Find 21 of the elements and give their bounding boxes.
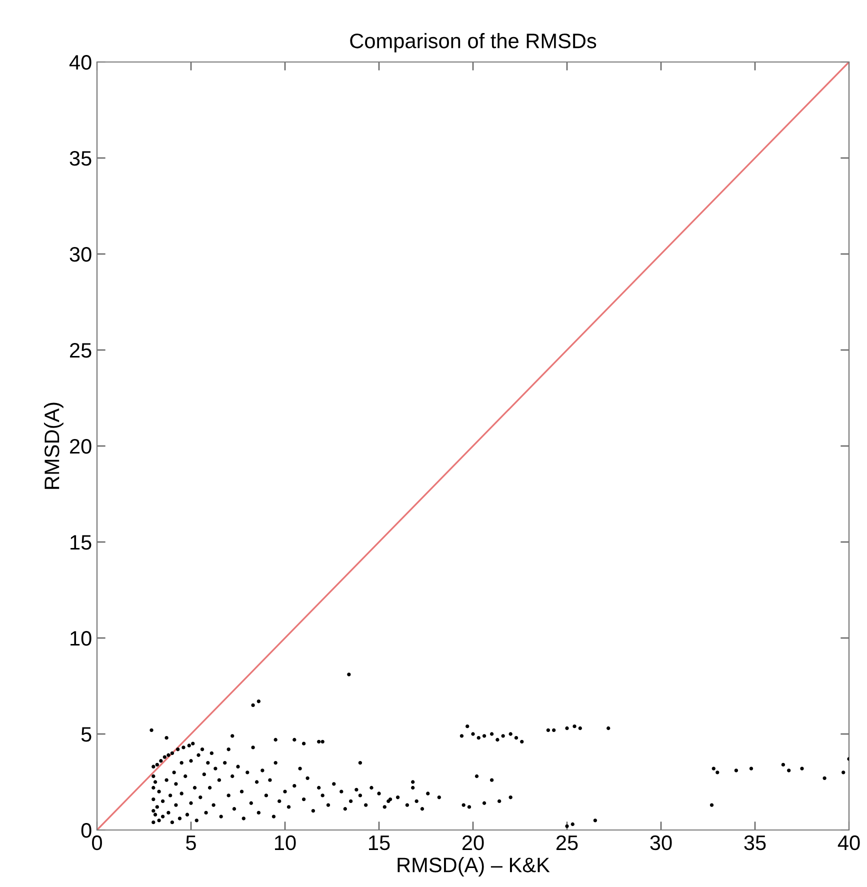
x-tick-label: 25 — [556, 835, 578, 850]
x-tick-label: 5 — [186, 836, 196, 850]
x-tick-label: 10 — [275, 835, 296, 850]
y-tick-label: 25 — [70, 343, 92, 358]
y-tick-label: 30 — [70, 247, 92, 262]
y-tick-label: 15 — [70, 535, 92, 550]
x-tick-label: 15 — [369, 836, 390, 850]
y-tick-label: 10 — [70, 631, 92, 646]
x-tick-label: 20 — [462, 835, 484, 850]
x-tick-label: 40 — [838, 835, 860, 850]
x-axis-title: RMSD(A) – K&K — [398, 857, 550, 876]
x-tick-label: 35 — [744, 835, 766, 850]
y-axis-title: RMSD(A) — [44, 402, 64, 489]
y-tick-label: 35 — [70, 151, 92, 166]
chart-title: Comparison of the RMSDs — [350, 33, 596, 52]
y-tick-label: 40 — [69, 55, 92, 70]
y-tick-label: 20 — [70, 439, 92, 454]
x-tick-label: 0 — [92, 835, 102, 850]
y-tick-label: 0 — [81, 823, 92, 838]
x-tick-label: 30 — [650, 835, 672, 850]
y-tick-label: 5 — [81, 727, 92, 742]
